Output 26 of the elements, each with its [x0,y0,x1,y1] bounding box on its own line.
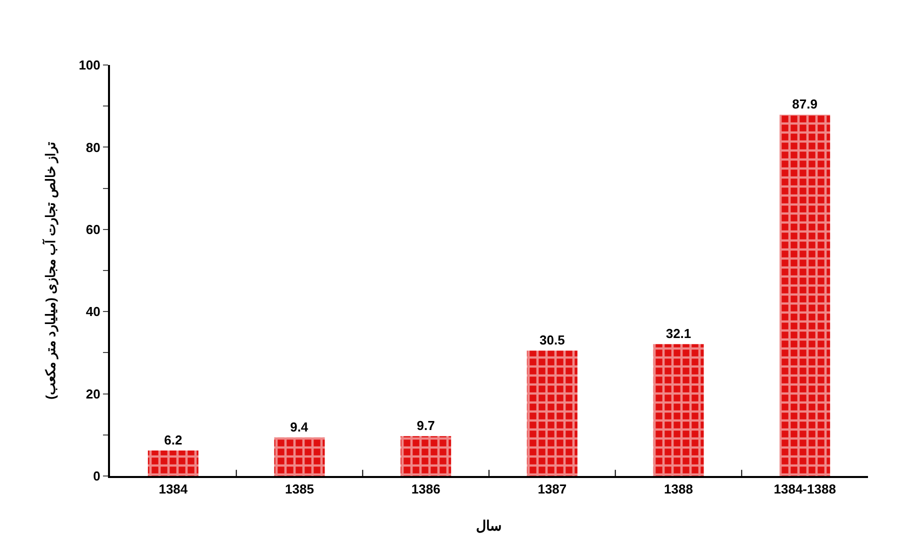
y-tick-label: 60 [86,222,100,237]
y-axis-title: تراز خالص تجارت آب مجازی (میلیارد متر مکعب) [42,142,60,400]
y-tick-label: 40 [86,304,100,320]
data-label: 32.1 [666,326,692,342]
x-tick-label: 1385 [285,482,314,497]
x-tick-label: 1388 [664,482,693,497]
bar [148,450,198,476]
data-label: 9.4 [290,419,309,434]
bar [780,114,830,476]
bar [274,437,325,476]
bar [653,344,704,476]
bar [400,436,452,476]
x-tick-label: 1386 [411,482,440,497]
bar [526,350,578,476]
x-tick-label: 1384 [158,482,188,497]
data-label: 87.9 [792,96,818,112]
x-axis-title: سال [476,517,502,534]
x-tick-label: 1387 [538,482,567,497]
y-tick-label: 80 [86,140,100,155]
data-label: 9.7 [416,418,435,434]
y-tick-label: 0 [93,468,100,484]
x-tick-label: 1384-1388 [774,482,836,497]
data-label: 30.5 [540,332,565,348]
data-label: 6.2 [164,432,182,448]
y-tick-label: 20 [86,386,100,402]
y-tick-label: 100 [78,58,100,73]
